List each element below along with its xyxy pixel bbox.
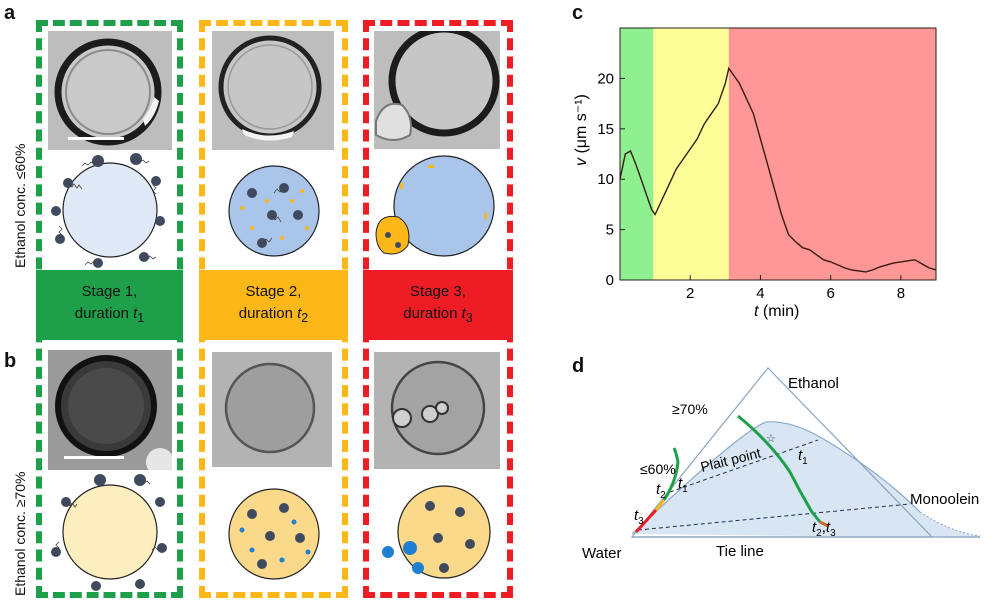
panel-d-letter: d bbox=[572, 355, 585, 377]
micrograph-a-stage2 bbox=[212, 31, 334, 150]
velocity-chart: 2 4 6 8 0 5 10 15 20 v (μm s⁻¹) t (min) bbox=[574, 27, 937, 320]
stage1-duration: duration t1 bbox=[74, 305, 145, 325]
label-t1-left: t1 bbox=[678, 475, 688, 495]
plait-tie-line bbox=[669, 439, 819, 493]
schematic-a-stage3 bbox=[374, 153, 500, 268]
stage3-title: Stage 3, bbox=[410, 283, 466, 300]
y-tick-label: 15 bbox=[597, 121, 614, 138]
vertex-ethanol: Ethanol bbox=[788, 375, 839, 392]
x-tick-label: 8 bbox=[897, 285, 905, 302]
tie-line-label: Tie line bbox=[716, 543, 764, 560]
y-tick-label: 20 bbox=[597, 70, 614, 87]
label-60: ≤60% bbox=[640, 461, 676, 477]
y-tick-label: 5 bbox=[606, 222, 614, 239]
micrograph-a-stage1 bbox=[48, 31, 172, 150]
traj-green-60 bbox=[662, 447, 680, 501]
schematic-b-stage1 bbox=[48, 472, 172, 592]
x-tick-label: 6 bbox=[826, 285, 834, 302]
schematic-a-stage1 bbox=[48, 153, 172, 268]
vertex-water: Water bbox=[582, 545, 621, 562]
phase-band-2 bbox=[653, 28, 729, 280]
stage2-box: Stage 2, duration t2 bbox=[199, 270, 348, 340]
traj-red bbox=[634, 508, 658, 534]
schematic-b-stage3 bbox=[374, 472, 500, 592]
stage2-title: Stage 2, bbox=[245, 283, 302, 300]
traj-green-70 bbox=[737, 414, 822, 523]
svg-text:☆: ☆ bbox=[766, 433, 776, 445]
panel-c-letter: c bbox=[572, 2, 584, 24]
chart-frame bbox=[619, 27, 937, 281]
y-tick-label: 0 bbox=[606, 272, 614, 289]
label-t2: t2 bbox=[656, 481, 666, 501]
side-label-top: Ethanol conc. ≤60% bbox=[12, 143, 28, 268]
panel-a-letter: a bbox=[4, 2, 16, 24]
micrograph-b-stage2 bbox=[212, 352, 332, 467]
phase-band-3 bbox=[728, 28, 936, 280]
chart-ylabel: v (μm s⁻¹) bbox=[574, 94, 590, 166]
micrograph-b-stage1 bbox=[48, 350, 174, 476]
panel-b-letter: b bbox=[4, 350, 17, 372]
label-t2-t3: t2,t3 bbox=[812, 519, 836, 539]
stage1-title: Stage 1, bbox=[81, 283, 138, 300]
stage3-duration: duration t3 bbox=[403, 305, 473, 325]
label-t3: t3 bbox=[634, 507, 644, 527]
stage1-box: Stage 1, duration t1 bbox=[36, 270, 183, 340]
micrograph-b-stage3 bbox=[374, 352, 500, 469]
traj-yellow bbox=[654, 499, 666, 511]
stage3-box: Stage 3, duration t3 bbox=[363, 270, 513, 340]
y-tick-label: 10 bbox=[597, 171, 614, 188]
vertex-monoolein: Monoolein bbox=[910, 491, 979, 508]
tie-line bbox=[637, 503, 911, 531]
ternary-diagram: ☆ Ethanol Water Monoolein ≥70% ≤60% Plai… bbox=[582, 367, 981, 562]
velocity-series-line bbox=[619, 66, 937, 273]
schematic-b-stage2 bbox=[212, 472, 334, 592]
x-tick-label: 4 bbox=[756, 285, 764, 302]
micrograph-a-stage3 bbox=[374, 25, 500, 149]
label-70: ≥70% bbox=[672, 401, 708, 417]
traj-brown bbox=[819, 520, 829, 528]
side-label-bottom: Ethanol conc. ≥70% bbox=[12, 471, 28, 596]
chart-xlabel: t (min) bbox=[754, 303, 799, 320]
stage2-duration: duration t2 bbox=[238, 305, 309, 325]
x-tick-label: 2 bbox=[686, 285, 694, 302]
label-t1-right: t1 bbox=[798, 447, 808, 467]
schematic-a-stage2 bbox=[212, 153, 334, 268]
